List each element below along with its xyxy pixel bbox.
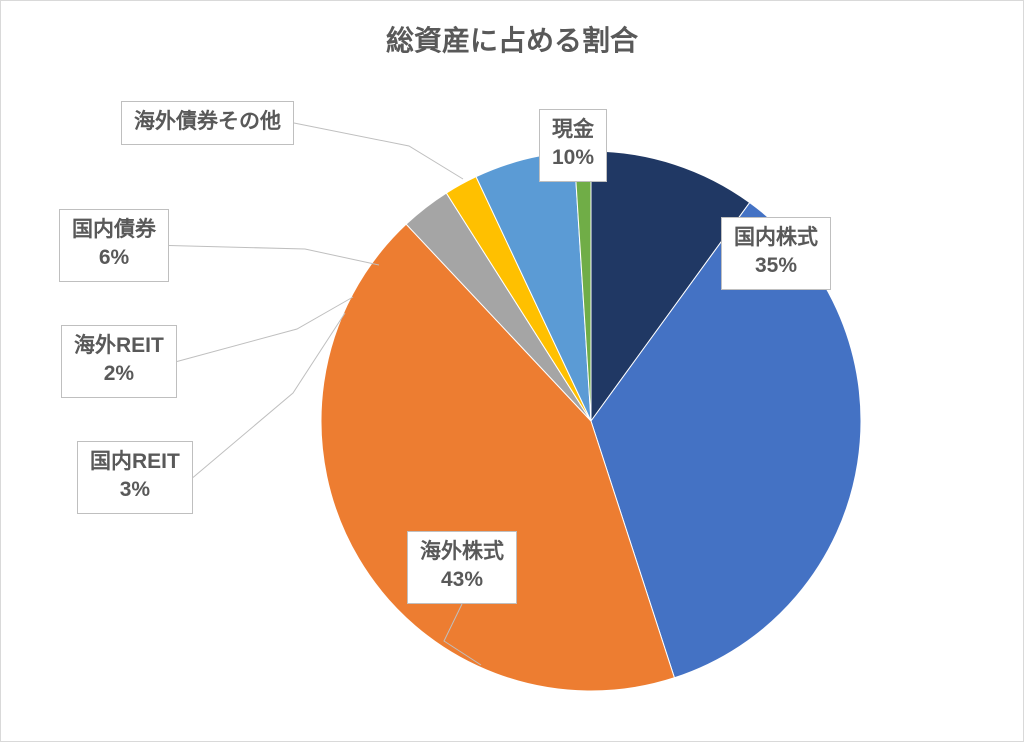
callout-percent: 43% [420,566,504,594]
callout-cash: 現金10% [539,109,607,182]
callout-foreign_bond_other: 海外債券その他 [121,101,294,145]
callout-domestic_equity: 国内株式35% [721,217,831,290]
chart-title: 総資産に占める割合 [1,19,1023,59]
callout-foreign_reit: 海外REIT2% [61,325,177,398]
pie-chart-container: 総資産に占める割合 現金10% 国内株式35% 海外株式43% 国内REIT3% 海外R… [0,0,1024,742]
callout-domestic_bond: 国内債券6% [59,209,169,282]
callout-percent: 10% [552,144,594,172]
callout-percent: 3% [90,476,180,504]
callout-label: 海外債券その他 [134,108,281,136]
callout-foreign_equity: 海外株式43% [407,531,517,604]
callout-percent: 6% [72,244,156,272]
callout-domestic_reit: 国内REIT3% [77,441,193,514]
callout-label: 海外株式 [420,538,504,566]
callout-label: 国内債券 [72,216,156,244]
callout-percent: 35% [734,252,818,280]
callout-label: 海外REIT [74,332,164,360]
callout-label: 現金 [552,116,594,144]
callout-percent: 2% [74,360,164,388]
callout-label: 国内株式 [734,224,818,252]
callout-label: 国内REIT [90,448,180,476]
